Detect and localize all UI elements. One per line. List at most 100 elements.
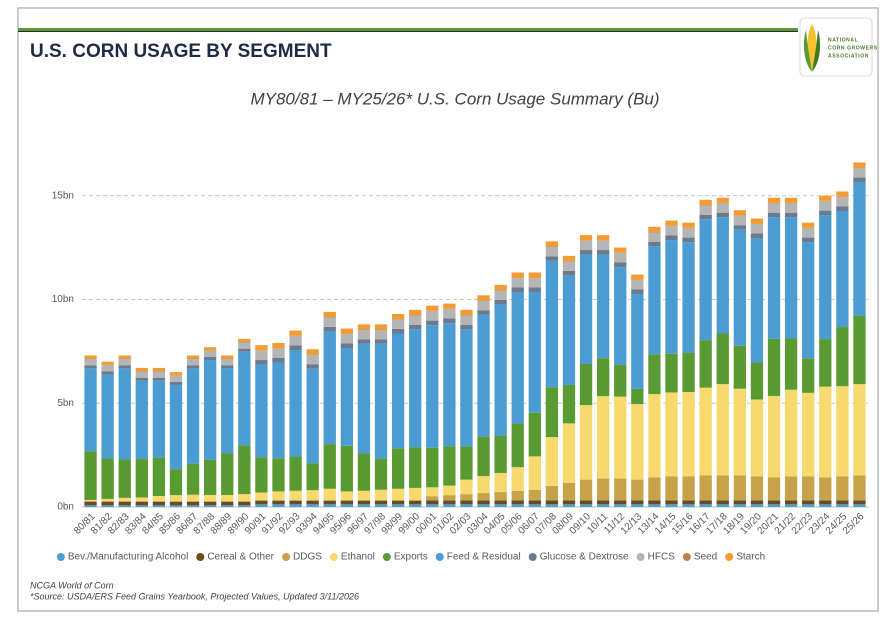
legend-label: HFCS — [648, 552, 676, 563]
bar-segment — [392, 333, 404, 448]
bar-segment — [853, 177, 865, 182]
bar-segment — [529, 504, 541, 507]
bar-segment — [768, 198, 780, 203]
bar-segment — [546, 256, 558, 261]
bar-segment — [255, 500, 267, 501]
bar-segment — [187, 365, 199, 368]
bar-segment — [204, 351, 216, 357]
bar-segment — [101, 502, 113, 506]
bar-segment — [802, 500, 814, 504]
bar-segment — [700, 219, 712, 340]
bar-segment — [580, 364, 592, 405]
bar-segment — [494, 285, 506, 290]
bar-segment — [324, 444, 336, 489]
bar-segment — [648, 478, 660, 501]
bar-segment — [802, 358, 814, 392]
bar-segment — [802, 393, 814, 477]
bar-segment — [477, 437, 489, 476]
bar-segment — [836, 504, 848, 507]
bar-segment — [119, 459, 131, 497]
bar-segment — [563, 483, 575, 501]
legend-marker — [330, 553, 338, 561]
bar-segment — [768, 396, 780, 478]
bar-segment — [665, 226, 677, 235]
bar-segment — [802, 476, 814, 500]
bar-segment — [221, 505, 233, 507]
bar-segment — [255, 504, 267, 507]
bar-segment — [255, 457, 267, 492]
bar-segment — [682, 238, 694, 243]
bar-segment — [580, 405, 592, 480]
bar-segment — [358, 324, 370, 329]
bar-segment — [426, 487, 438, 496]
bar-segment — [717, 500, 729, 504]
bar-segment — [341, 446, 353, 492]
bar-segment — [717, 203, 729, 212]
bar-segment — [512, 504, 524, 507]
bar-segment — [631, 504, 643, 507]
y-tick-label: 0bn — [57, 502, 74, 513]
legend-label: Exports — [394, 552, 428, 563]
bar-segment — [546, 437, 558, 486]
bar-segment — [580, 255, 592, 364]
bar-segment — [597, 504, 609, 507]
bar-segment — [597, 255, 609, 359]
bar-segment — [648, 500, 660, 504]
bar-segment — [700, 340, 712, 388]
legend-marker — [683, 553, 691, 561]
bar-segment — [580, 480, 592, 501]
bar-segment — [204, 502, 216, 506]
bar-segment — [136, 497, 148, 500]
bar-segment — [153, 368, 165, 371]
bar-segment — [734, 210, 746, 215]
bar-segment — [272, 349, 284, 358]
y-tick-label: 15bn — [52, 190, 74, 201]
bar-segment — [341, 491, 353, 499]
bar-segment — [187, 502, 199, 506]
bar-segment — [580, 504, 592, 507]
bar-segment — [221, 501, 233, 502]
bar-segment — [101, 501, 113, 502]
legend-marker — [529, 553, 537, 561]
bar-segment — [409, 501, 421, 505]
bar-segment — [802, 223, 814, 228]
bar-segment — [289, 336, 301, 345]
bar-segment — [751, 233, 763, 238]
bar-segment — [768, 500, 780, 504]
note: NCGA World of Corn — [30, 580, 114, 590]
bar-segment — [426, 311, 438, 320]
bar-segment — [580, 235, 592, 240]
bar-segment — [392, 320, 404, 329]
bar-segment — [648, 242, 660, 247]
bar-segment — [529, 278, 541, 287]
bar-segment — [221, 359, 233, 365]
bar-segment — [819, 201, 831, 210]
bar-segment — [717, 217, 729, 333]
bar-segment — [426, 306, 438, 311]
bar-segment — [187, 501, 199, 502]
bar-segment — [477, 310, 489, 315]
bar-segment — [358, 504, 370, 507]
bar-segment — [648, 246, 660, 354]
bar-segment — [682, 476, 694, 500]
bar-segment — [307, 364, 319, 369]
bar-segment — [392, 504, 404, 507]
bar-segment — [119, 359, 131, 365]
bar-segment — [221, 355, 233, 358]
bar-segment — [580, 241, 592, 250]
bar-segment — [751, 476, 763, 500]
logo: NATIONAL CORN GROWERS ASSOCIATION — [800, 18, 878, 76]
bar-segment — [136, 368, 148, 371]
bar-segment — [324, 331, 336, 444]
bar-segment — [494, 500, 506, 504]
bar-segment — [204, 501, 216, 502]
bar-segment — [819, 504, 831, 507]
legend-label: Ethanol — [341, 552, 375, 563]
bar-segment — [665, 354, 677, 393]
bar-segment — [717, 333, 729, 384]
bar-segment — [358, 344, 370, 454]
bar-segment — [734, 225, 746, 230]
bar-segment — [409, 504, 421, 507]
bar-segment — [289, 350, 301, 456]
